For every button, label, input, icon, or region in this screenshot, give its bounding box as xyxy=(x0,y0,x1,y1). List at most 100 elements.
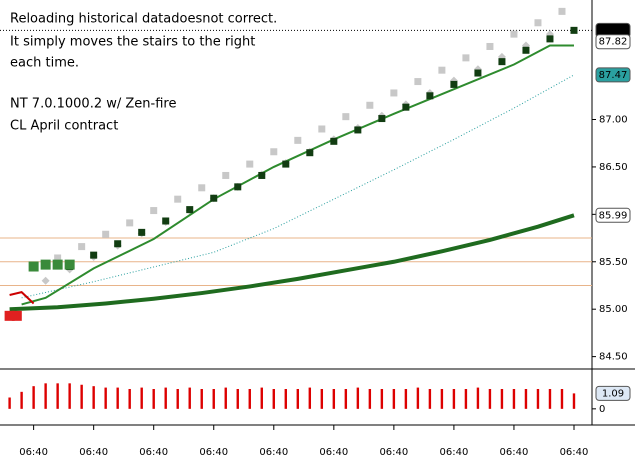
square-marker xyxy=(222,171,230,179)
square-marker xyxy=(486,42,494,50)
square-marker xyxy=(438,66,446,74)
square-marker xyxy=(570,26,578,34)
square-marker xyxy=(282,160,290,168)
square-marker xyxy=(330,137,338,145)
y-tick-label: 0 xyxy=(599,404,605,415)
bar xyxy=(524,389,528,409)
bar xyxy=(164,387,167,409)
bar xyxy=(464,389,468,409)
square-marker xyxy=(186,206,194,214)
bar xyxy=(68,383,71,409)
square-marker xyxy=(138,228,146,236)
annotation: Reloading historical datadoesnot correct… xyxy=(10,12,277,27)
price-marker: 87.94 xyxy=(599,25,628,36)
price-marker-box xyxy=(595,207,631,223)
square-marker xyxy=(102,230,110,238)
y-tick-label: 84.50 xyxy=(599,352,628,363)
bar xyxy=(416,387,420,409)
current-value-box xyxy=(595,385,631,401)
x-tick-label: 06:40 xyxy=(560,447,589,455)
series-line xyxy=(9,291,35,305)
bar xyxy=(536,389,540,409)
square-marker xyxy=(414,78,422,86)
annotation: NT 7.0.1000.2 w/ Zen-fire xyxy=(10,97,176,112)
square-marker xyxy=(306,149,314,157)
square-marker xyxy=(450,80,458,88)
bar xyxy=(272,389,275,409)
square-marker xyxy=(474,69,482,77)
bar xyxy=(320,389,324,409)
bar xyxy=(332,389,336,409)
bar xyxy=(260,387,263,409)
square-marker xyxy=(78,243,86,251)
bar xyxy=(392,389,396,409)
y-tick-label: 86.50 xyxy=(599,162,628,173)
bar xyxy=(8,397,11,409)
y-tick-label: 85.00 xyxy=(599,304,628,315)
price-marker-box xyxy=(595,34,631,50)
bar xyxy=(452,389,456,409)
x-tick-label: 06:40 xyxy=(199,447,228,455)
square-marker xyxy=(54,254,62,262)
bar xyxy=(572,393,576,409)
bar xyxy=(296,389,300,409)
square-marker xyxy=(126,219,134,227)
square-marker xyxy=(294,136,302,144)
bar xyxy=(128,389,131,409)
square-marker xyxy=(534,19,542,27)
square-marker xyxy=(522,46,530,54)
square-marker xyxy=(90,251,98,259)
bar xyxy=(440,389,444,409)
square-marker xyxy=(114,240,122,248)
bar xyxy=(56,383,59,409)
bar xyxy=(236,389,239,409)
bar xyxy=(368,389,372,409)
x-tick-label: 06:40 xyxy=(439,447,468,455)
square-marker xyxy=(162,217,170,225)
current-value: 1.09 xyxy=(602,388,624,399)
bar xyxy=(380,389,384,409)
series-line xyxy=(9,213,575,312)
bar xyxy=(92,386,95,409)
x-tick-label: 06:40 xyxy=(500,447,529,455)
square-marker xyxy=(354,126,362,134)
bar xyxy=(344,389,348,409)
square-marker xyxy=(52,259,63,270)
bar xyxy=(284,389,287,409)
bar xyxy=(428,389,432,409)
bar xyxy=(560,389,564,409)
price-marker-box xyxy=(595,67,631,83)
x-tick-label: 06:40 xyxy=(379,447,408,455)
bar xyxy=(152,389,155,409)
price-marker: 85.99 xyxy=(599,210,628,221)
bar xyxy=(548,389,552,409)
square-marker xyxy=(426,92,434,100)
bar xyxy=(200,389,203,409)
square-marker xyxy=(378,115,386,123)
y-tick-label: 85.50 xyxy=(599,257,628,268)
bar xyxy=(176,389,179,409)
bar xyxy=(248,389,251,409)
square-marker xyxy=(318,125,326,133)
price-marker: 87.82 xyxy=(599,37,628,48)
bar xyxy=(188,387,191,409)
bar xyxy=(488,389,492,409)
bar xyxy=(140,387,143,409)
square-marker xyxy=(498,58,506,66)
square-marker xyxy=(234,183,242,191)
annotation: each time. xyxy=(10,56,79,71)
x-tick-label: 06:40 xyxy=(319,447,348,455)
price-marker: 87.47 xyxy=(599,70,628,81)
square-marker xyxy=(210,194,218,202)
bar xyxy=(476,387,480,409)
bar xyxy=(212,389,215,409)
square-marker xyxy=(64,259,75,270)
bar xyxy=(512,389,516,409)
bar xyxy=(80,384,83,409)
bar xyxy=(44,383,47,409)
square-marker xyxy=(546,35,554,43)
square-marker xyxy=(150,207,158,215)
x-tick-label: 06:40 xyxy=(79,447,108,455)
square-marker xyxy=(258,171,266,179)
